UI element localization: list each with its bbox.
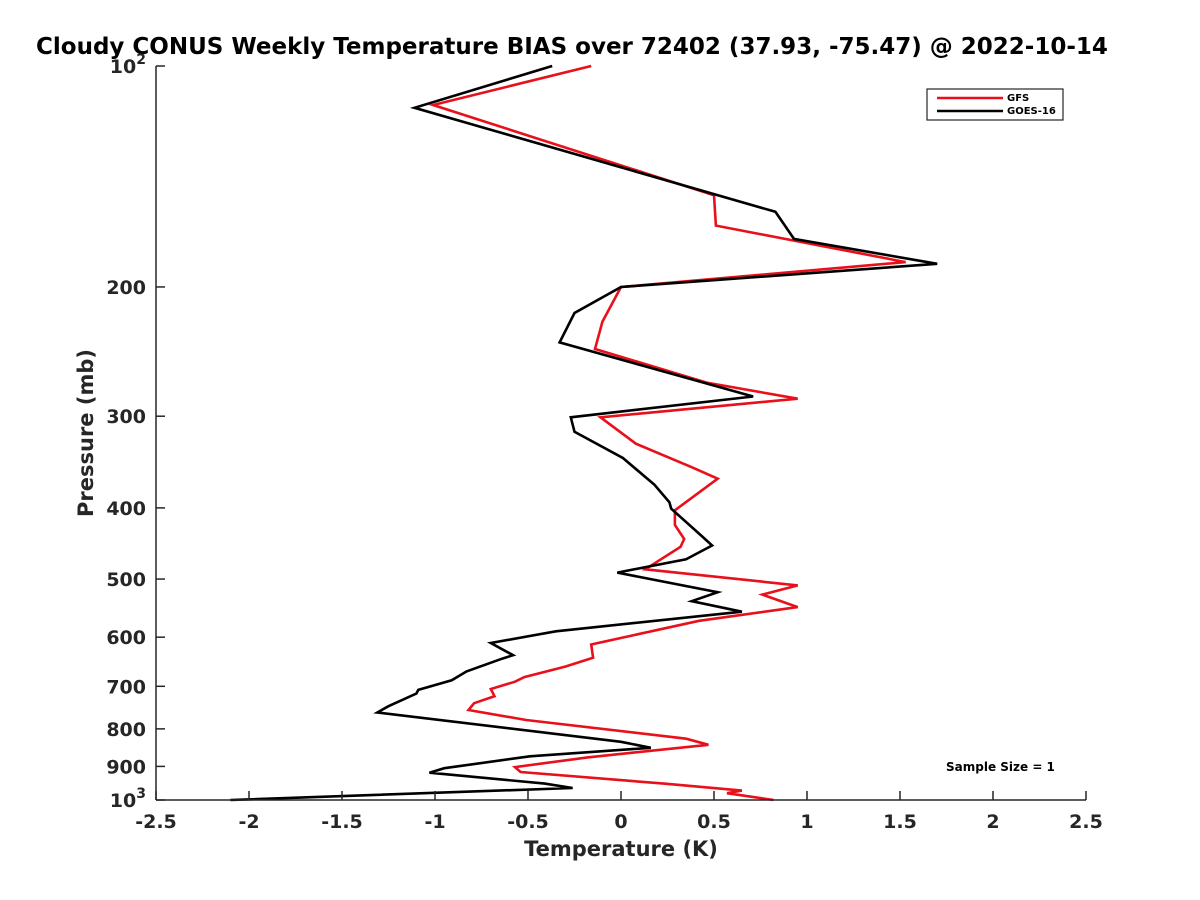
x-tick-label: 1 (800, 811, 813, 833)
y-tick-label: 600 (106, 627, 146, 649)
x-tick-label: -2.5 (135, 811, 177, 833)
y-axis-label: Pressure (mb) (74, 349, 98, 517)
y-ticks: 102 200 300 400 500 600 700 800 900 103 (106, 52, 165, 812)
x-ticks: -2.5 -2 -1.5 -1 -0.5 0 0.5 1 1.5 2 2.5 (135, 791, 1103, 833)
y-tick-label: 103 (110, 786, 146, 812)
x-tick-label: 0.5 (697, 811, 731, 833)
y-tick-label: 400 (106, 498, 146, 520)
chart-title: Cloudy CONUS Weekly Temperature BIAS ove… (36, 34, 1108, 60)
x-tick-label: -1.5 (321, 811, 363, 833)
x-tick-label: -1 (424, 811, 445, 833)
legend-label-gfs: GFS (1007, 93, 1029, 104)
x-tick-label: 1.5 (883, 811, 917, 833)
x-tick-label: -2 (238, 811, 259, 833)
y-tick-label: 200 (106, 277, 146, 299)
series-layer (230, 64, 938, 802)
sample-size-annotation: Sample Size = 1 (946, 760, 1055, 774)
y-tick-label: 300 (106, 406, 146, 428)
legend: GFS GOES-16 (926, 88, 1064, 121)
x-tick-label: 2 (986, 811, 999, 833)
plot-area: -2.5 -2 -1.5 -1 -0.5 0 0.5 1 1.5 2 2.5 102 200 300 40… (106, 52, 1103, 833)
x-tick-label: 0 (614, 811, 627, 833)
y-tick-label: 700 (106, 676, 146, 698)
series-line-goes16 (230, 64, 938, 802)
x-axis-label: Temperature (K) (524, 837, 718, 861)
y-tick-label: 900 (106, 756, 146, 778)
y-tick-label: 800 (106, 719, 146, 741)
legend-box (926, 88, 1064, 121)
series-line-gfs (428, 64, 906, 802)
y-tick-label: 102 (110, 52, 146, 78)
x-tick-label: 2.5 (1069, 811, 1103, 833)
x-tick-label: -0.5 (507, 811, 549, 833)
legend-label-goes16: GOES-16 (1007, 106, 1056, 117)
y-tick-label: 500 (106, 569, 146, 591)
